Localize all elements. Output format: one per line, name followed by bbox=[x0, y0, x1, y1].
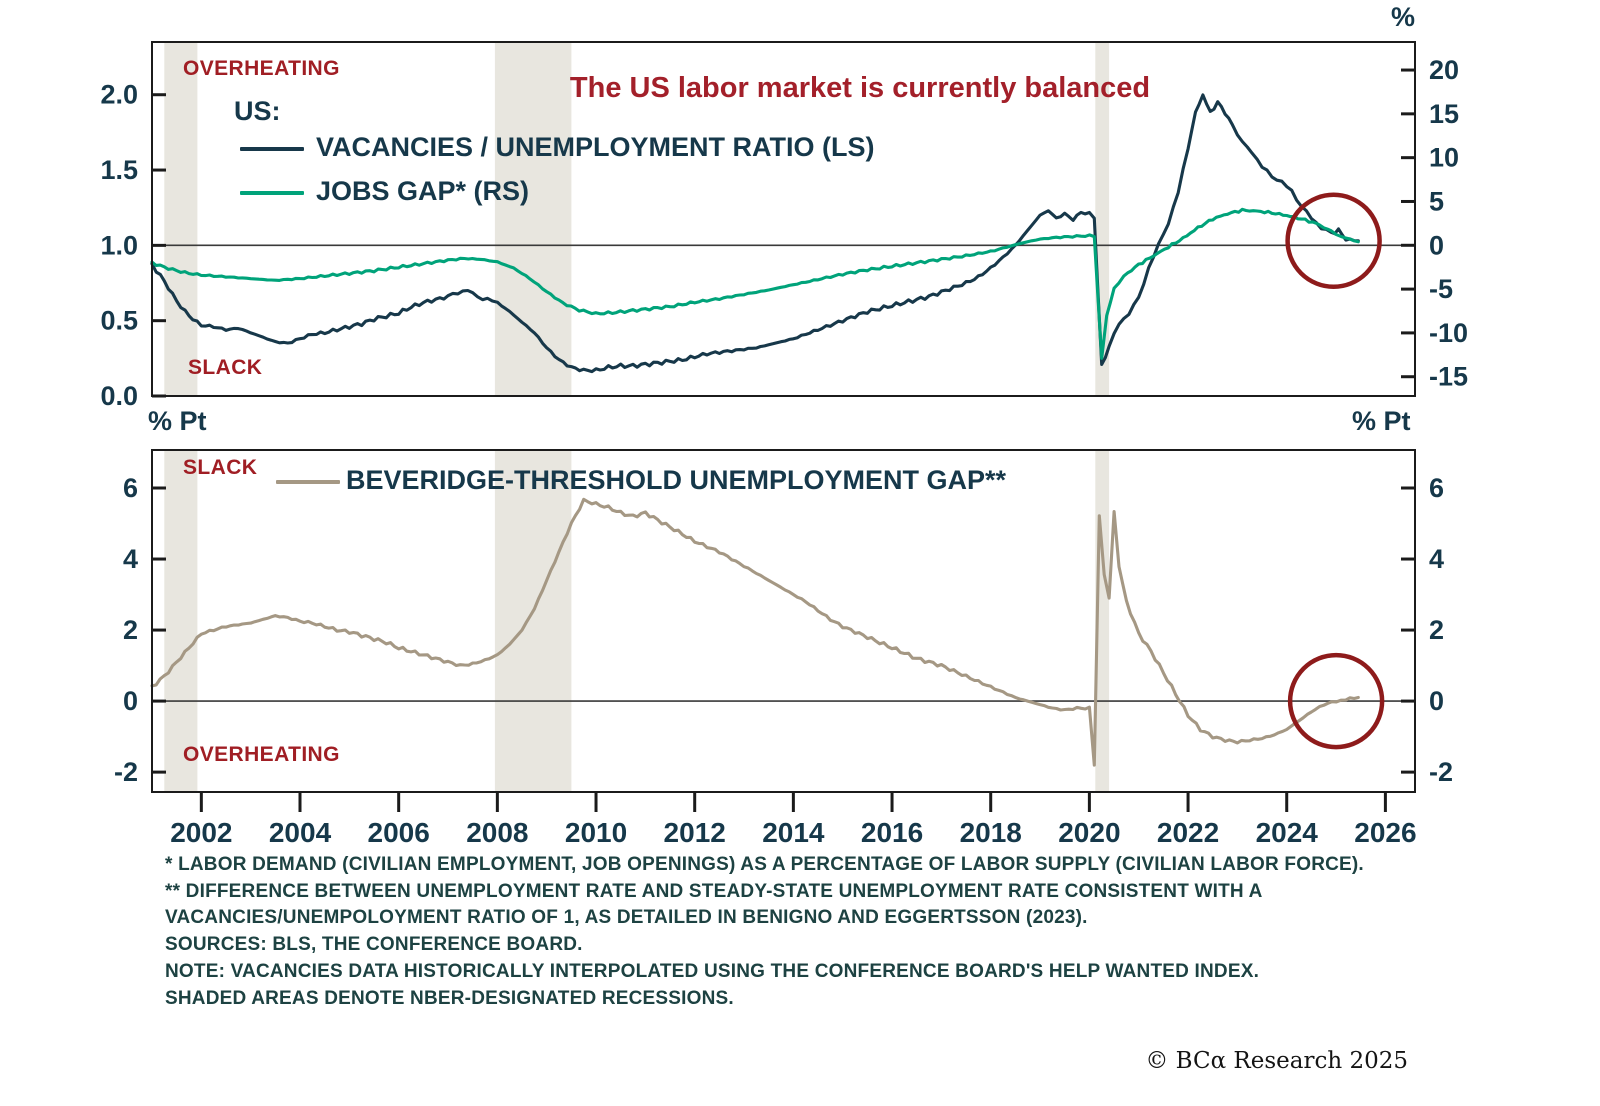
svg-text:1.0: 1.0 bbox=[100, 230, 138, 260]
slack-label-bottom: SLACK bbox=[183, 456, 258, 479]
legend-swatch-vacancies bbox=[240, 147, 304, 151]
svg-text:0: 0 bbox=[1429, 686, 1444, 716]
svg-text:-10: -10 bbox=[1429, 318, 1468, 348]
svg-text:6: 6 bbox=[123, 473, 138, 503]
footnote-line: SHADED AREAS DENOTE NBER-DESIGNATED RECE… bbox=[165, 988, 734, 1009]
legend-label-jobs-gap: JOBS GAP* (RS) bbox=[316, 176, 530, 206]
overheating-label-bottom: OVERHEATING bbox=[183, 743, 340, 766]
svg-text:2024: 2024 bbox=[1256, 817, 1319, 848]
legend-label-beveridge: BEVERIDGE-THRESHOLD UNEMPLOYMENT GAP** bbox=[346, 465, 1007, 495]
svg-text:4: 4 bbox=[1429, 544, 1444, 574]
copyright-credit: © BCα Research 2025 bbox=[1145, 1048, 1408, 1074]
overheating-label-top: OVERHEATING bbox=[183, 57, 340, 80]
svg-text:2026: 2026 bbox=[1354, 817, 1416, 848]
svg-text:0.5: 0.5 bbox=[100, 306, 138, 336]
svg-text:0: 0 bbox=[1429, 230, 1444, 260]
svg-text:2010: 2010 bbox=[565, 817, 627, 848]
chart-title: The US labor market is currently balance… bbox=[569, 72, 1151, 104]
slack-label-top: SLACK bbox=[188, 356, 263, 379]
legend-swatch-jobs-gap bbox=[240, 191, 304, 195]
footnotes-block: * LABOR DEMAND (CIVILIAN EMPLOYMENT, JOB… bbox=[165, 852, 1385, 1013]
footnote-line: NOTE: VACANCIES DATA HISTORICALLY INTERP… bbox=[165, 961, 1260, 982]
svg-text:2: 2 bbox=[123, 615, 138, 645]
footnote-line: ** DIFFERENCE BETWEEN UNEMPLOYMENT RATE … bbox=[165, 881, 1262, 928]
svg-text:4: 4 bbox=[123, 544, 138, 574]
footnote-line: SOURCES: BLS, THE CONFERENCE BOARD. bbox=[165, 934, 583, 955]
legend-label-vacancies: VACANCIES / UNEMPLOYMENT RATIO (LS) bbox=[316, 132, 875, 162]
legend-swatch-beveridge bbox=[276, 480, 340, 484]
svg-text:10: 10 bbox=[1429, 143, 1459, 173]
svg-text:2012: 2012 bbox=[664, 817, 726, 848]
svg-text:2.0: 2.0 bbox=[100, 80, 138, 110]
svg-text:-2: -2 bbox=[114, 757, 138, 787]
svg-text:2008: 2008 bbox=[466, 817, 528, 848]
svg-text:-15: -15 bbox=[1429, 362, 1468, 392]
svg-text:-5: -5 bbox=[1429, 274, 1453, 304]
svg-text:20: 20 bbox=[1429, 55, 1459, 85]
svg-text:2006: 2006 bbox=[368, 817, 430, 848]
svg-text:2018: 2018 bbox=[960, 817, 1022, 848]
svg-text:2014: 2014 bbox=[762, 817, 825, 848]
svg-text:2002: 2002 bbox=[170, 817, 232, 848]
legend-prefix-us: US: bbox=[234, 96, 281, 126]
svg-text:2020: 2020 bbox=[1058, 817, 1120, 848]
svg-text:2: 2 bbox=[1429, 615, 1444, 645]
top-right-axis-unit: % bbox=[1391, 2, 1416, 32]
svg-text:0: 0 bbox=[123, 686, 138, 716]
svg-text:5: 5 bbox=[1429, 186, 1444, 216]
footnote-line: * LABOR DEMAND (CIVILIAN EMPLOYMENT, JOB… bbox=[165, 854, 1364, 875]
svg-text:6: 6 bbox=[1429, 473, 1444, 503]
svg-text:1.5: 1.5 bbox=[100, 155, 138, 185]
svg-text:-2: -2 bbox=[1429, 757, 1453, 787]
svg-text:0.0: 0.0 bbox=[100, 381, 138, 411]
mid-left-axis-unit: % Pt bbox=[148, 406, 207, 436]
svg-text:2022: 2022 bbox=[1157, 817, 1219, 848]
mid-right-axis-unit: % Pt bbox=[1352, 406, 1411, 436]
svg-text:15: 15 bbox=[1429, 99, 1459, 129]
svg-text:2016: 2016 bbox=[861, 817, 923, 848]
svg-text:2004: 2004 bbox=[269, 817, 332, 848]
